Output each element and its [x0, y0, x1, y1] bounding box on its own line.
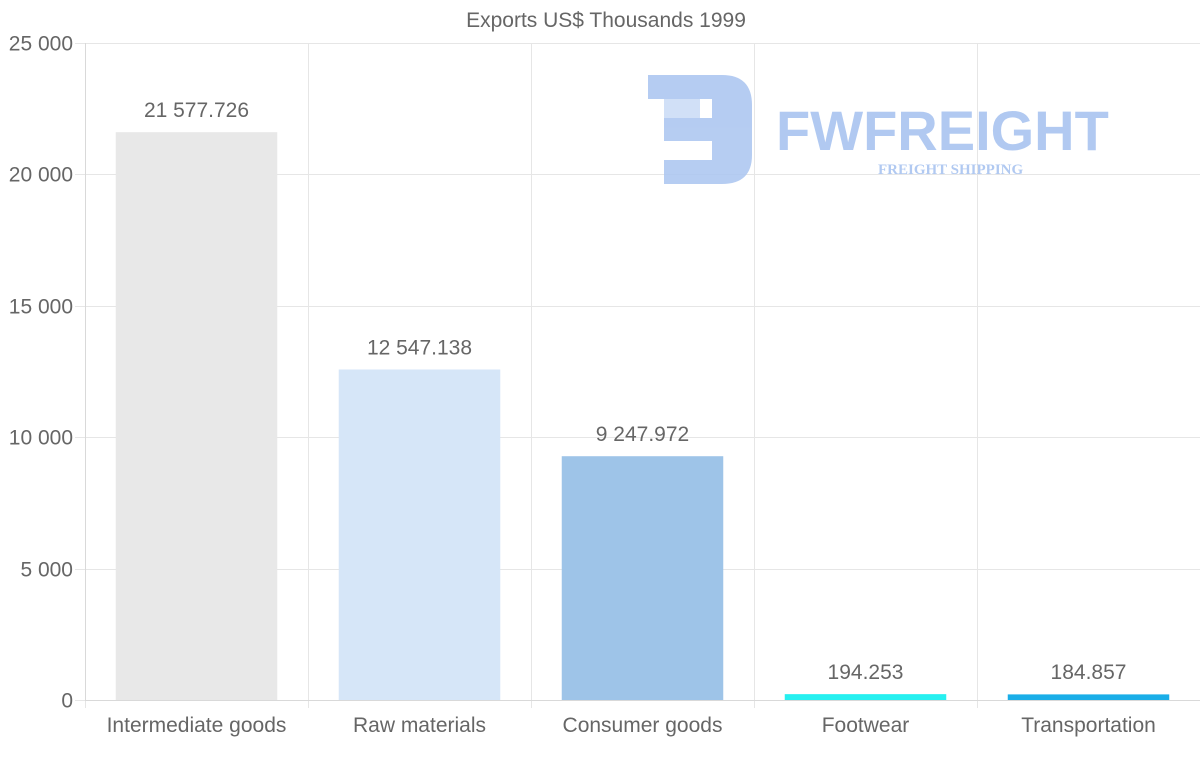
- fwfreight-logo-icon: [648, 75, 752, 184]
- bar[interactable]: [784, 694, 947, 701]
- x-tick-label: Transportation: [1021, 714, 1156, 737]
- y-tick-label: 10 000: [9, 427, 73, 450]
- x-axis: Intermediate goods Raw materials Consumer …: [85, 700, 1200, 737]
- y-axis: 0 5 000 10 000 15 000 20 000 25 000: [9, 33, 86, 713]
- x-tick-label: Consumer goods: [563, 714, 723, 737]
- y-tick-label: 20 000: [9, 164, 73, 187]
- bar[interactable]: [115, 132, 278, 701]
- bar-value-label: 9 247.972: [596, 423, 689, 446]
- x-tick-label: Footwear: [822, 714, 910, 737]
- bar-value-label: 21 577.726: [144, 99, 249, 122]
- bar[interactable]: [338, 369, 501, 701]
- bars: [115, 132, 1170, 701]
- watermark-logo: FWFREIGHT FREIGHT SHIPPING: [648, 75, 1109, 184]
- x-tick-label: Raw materials: [353, 714, 486, 737]
- data-labels: 21 577.726 12 547.138 9 247.972 194.253 184.…: [144, 99, 1127, 684]
- bar-value-label: 184.857: [1051, 661, 1127, 684]
- bar-value-label: 194.253: [828, 661, 904, 684]
- watermark-tagline-text: FREIGHT SHIPPING: [878, 162, 1023, 178]
- bar-value-label: 12 547.138: [367, 336, 472, 359]
- y-tick-label: 25 000: [9, 33, 73, 56]
- watermark-brand-text: FWFREIGHT: [776, 99, 1109, 162]
- chart-title: Exports US$ Thousands 1999: [466, 9, 746, 32]
- bar[interactable]: [561, 456, 724, 701]
- bar[interactable]: [1007, 694, 1170, 701]
- y-tick-label: 15 000: [9, 296, 73, 319]
- y-tick-label: 5 000: [20, 559, 73, 582]
- x-tick-label: Intermediate goods: [107, 714, 287, 737]
- y-tick-label: 0: [61, 690, 73, 713]
